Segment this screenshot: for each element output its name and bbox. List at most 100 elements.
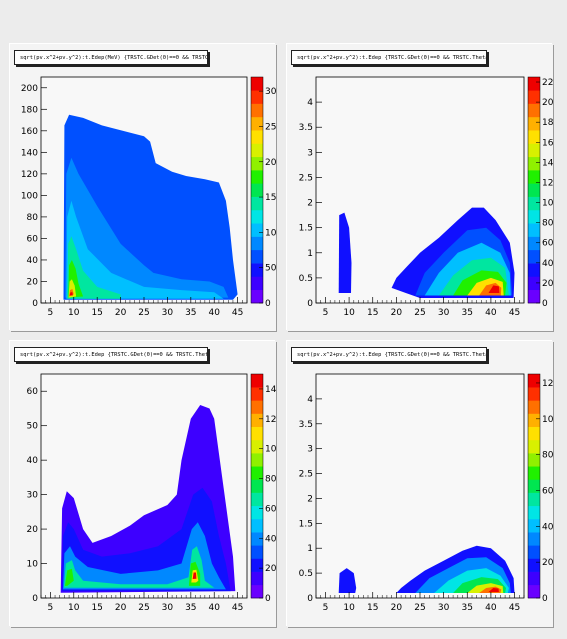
z-tick-label: 20	[265, 564, 276, 574]
contour-level-1	[65, 157, 229, 298]
z-tick-label: 1000	[542, 415, 553, 425]
y-tick-label: 1	[307, 249, 313, 259]
contour-level-0	[338, 212, 352, 293]
colorbar-segment	[251, 156, 263, 171]
y-tick-label: 0	[307, 594, 313, 604]
pad-4-title: sqrt(pv.x^2+pv.y^2):t.Edep {TRSTC.GDet(0…	[291, 347, 487, 362]
pad-3: sqrt(pv.x^2+pv.y^2):t.Edep {TRSTC.GDet(0…	[10, 341, 276, 627]
x-tick-label: 15	[367, 603, 378, 613]
z-tick-label: 1000	[265, 228, 276, 238]
colorbar-segment	[251, 453, 263, 467]
y-tick-label: 0.5	[299, 569, 313, 579]
colorbar-segment	[528, 505, 540, 520]
x-tick-label: 30	[438, 308, 450, 318]
y-tick-label: 2.5	[299, 173, 313, 183]
y-tick-label: 160	[21, 127, 38, 137]
y-tick-label: 100	[21, 191, 38, 201]
y-tick-label: 3.5	[299, 123, 313, 133]
plot-area	[315, 373, 525, 599]
colorbar-segment	[528, 439, 540, 454]
y-tick-label: 60	[27, 387, 39, 397]
colorbar-segment	[528, 426, 540, 441]
colorbar-segment	[528, 289, 540, 304]
z-tick-label: 1500	[265, 193, 276, 203]
colorbar-segment	[528, 492, 540, 507]
plot-area	[40, 373, 248, 599]
z-tick-label: 400	[542, 259, 553, 269]
contour-level-4	[64, 568, 74, 586]
x-tick-label: 45	[232, 603, 243, 613]
z-tick-label: 1600	[542, 138, 553, 148]
colorbar-segment	[528, 571, 540, 586]
y-tick-label: 80	[27, 213, 39, 223]
colorbar-segment	[251, 130, 263, 144]
colorbar-frame	[527, 76, 541, 304]
colorbar-segment	[251, 249, 263, 264]
z-tick-label: 140	[265, 385, 276, 395]
pad-2-title: sqrt(pv.x^2+pv.y^2):t.Edep {TRSTC.GDet(0…	[291, 50, 487, 65]
y-tick-label: 3.5	[299, 420, 313, 430]
colorbar-segment	[528, 276, 540, 291]
colorbar-segment	[251, 558, 263, 572]
y-tick-label: 0.5	[299, 274, 313, 284]
colorbar-segment	[528, 223, 540, 237]
y-tick-label: 2.5	[299, 470, 313, 480]
x-tick-label: 30	[162, 308, 174, 318]
pad-3-title: sqrt(pv.x^2+pv.y^2):t.Edep {TRSTC.GDet(0…	[14, 347, 208, 362]
x-tick-label: 25	[138, 308, 149, 318]
colorbar-segment	[528, 170, 540, 184]
colorbar-segment	[528, 236, 540, 251]
colorbar-segment	[528, 518, 540, 533]
x-tick-label: 45	[509, 603, 520, 613]
z-tick-label: 400	[542, 522, 553, 532]
colorbar-segment	[528, 156, 540, 171]
colorbar-segment	[528, 374, 540, 388]
contour-level-3	[67, 236, 121, 299]
contour-level-0	[338, 568, 357, 593]
colorbar-segment	[251, 223, 263, 237]
z-tick-label: 0	[542, 594, 548, 604]
colorbar-segment	[251, 90, 263, 104]
pad-1-title: sqrt(pv.x^2+pv.y^2):t.Edep(MeV) {TRSTC.G…	[14, 50, 208, 65]
z-tick-label: 0	[542, 299, 548, 309]
colorbar-segment	[528, 209, 540, 224]
contour-level-2	[63, 522, 226, 590]
x-tick-label: 10	[68, 308, 80, 318]
colorbar-segment	[528, 479, 540, 493]
z-tick-label: 1000	[542, 199, 553, 209]
y-tick-label: 20	[27, 277, 39, 287]
z-tick-label: 0	[265, 594, 271, 604]
z-tick-label: 600	[542, 239, 553, 249]
x-tick-label: 35	[462, 603, 473, 613]
z-tick-label: 3000	[265, 87, 276, 97]
pad-3-plot: 5 10 15 20 25 30 35 40 45 0 10 20 30 40 50 60 0 20 40 60 80 1…	[27, 373, 276, 613]
plot-area	[40, 76, 248, 304]
y-tick-label: 40	[27, 456, 39, 466]
contour-level-7	[69, 292, 73, 296]
z-tick-label: 2500	[265, 122, 276, 132]
z-tick-label: 0	[265, 299, 271, 309]
pad-4: sqrt(pv.x^2+pv.y^2):t.Edep {TRSTC.GDet(0…	[287, 341, 553, 627]
colorbar-segment	[251, 289, 263, 304]
colorbar-segment	[251, 170, 263, 184]
y-tick-label: 4	[307, 98, 313, 108]
y-tick-label: 0	[32, 594, 38, 604]
colorbar-segment	[528, 90, 540, 104]
z-tick-label: 2200	[542, 78, 553, 88]
colorbar-segment	[528, 249, 540, 264]
y-tick-label: 50	[27, 422, 39, 432]
x-tick-label: 40	[485, 308, 497, 318]
z-tick-label: 40	[265, 534, 276, 544]
x-tick-label: 30	[162, 603, 174, 613]
colorbar-segment	[251, 103, 263, 118]
y-tick-label: 3	[307, 148, 313, 158]
colorbar-segment	[251, 374, 263, 388]
z-tick-label: 120	[265, 415, 276, 425]
colorbar-segment	[251, 263, 263, 277]
y-tick-label: 3	[307, 445, 313, 455]
x-tick-label: 10	[68, 603, 80, 613]
contour-level-8	[488, 285, 500, 293]
x-tick-label: 30	[438, 603, 450, 613]
